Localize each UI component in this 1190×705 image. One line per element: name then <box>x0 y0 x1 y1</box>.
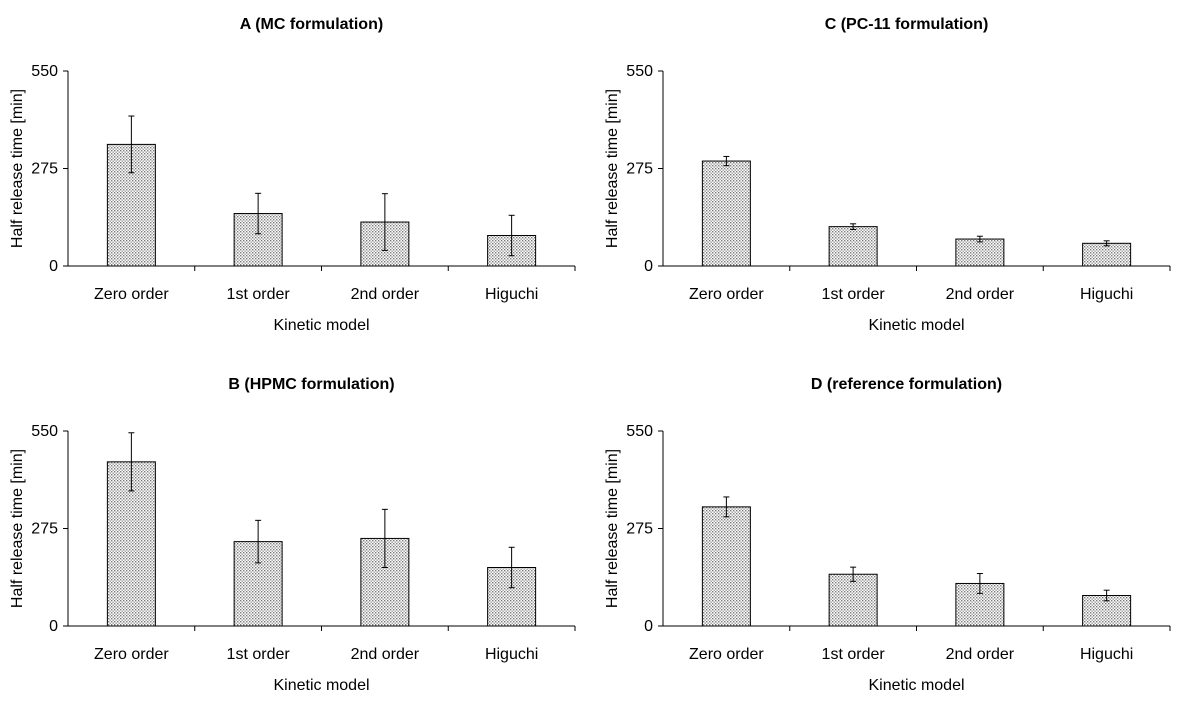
chart-b-category-label: 1st order <box>227 646 291 663</box>
chart-a-error-bar <box>255 192 262 235</box>
chart-a-category-label: Higuchi <box>485 286 538 303</box>
chart-c-ylabel: Half release time [min] <box>604 89 621 248</box>
chart-d-category-label: Zero order <box>689 646 764 663</box>
chart-panel-a: A (MC formulation) Half release time [min… <box>0 0 595 345</box>
chart-a-category-label: Zero order <box>94 286 169 303</box>
chart-d-bar <box>701 506 751 627</box>
chart-c-category-label: Higuchi <box>1080 286 1133 303</box>
chart-c-bar <box>955 238 1005 267</box>
chart-b-xlabel: Kinetic model <box>273 677 369 691</box>
chart-c-bar <box>1082 242 1132 267</box>
chart-a-xlabel: Kinetic model <box>273 317 369 334</box>
chart-a-ytick-label: 550 <box>31 63 58 80</box>
chart-a-error-bar <box>128 115 135 174</box>
chart-a-title: A (MC formulation) <box>240 16 383 33</box>
chart-c-svg: C (PC-11 formulation) Half release time [… <box>604 16 1171 334</box>
chart-d-ytick-label: 550 <box>626 423 653 440</box>
chart-b-ytick-label: 275 <box>31 521 58 538</box>
chart-d-bar <box>828 573 878 627</box>
chart-b-svg: B (HPMC formulation) Half release time [m… <box>9 376 576 691</box>
chart-c-bar <box>701 160 751 267</box>
chart-b-error-bar <box>508 546 515 589</box>
chart-d-svg: D (reference formulation) Half release ti… <box>604 376 1171 691</box>
chart-b-title: B (HPMC formulation) <box>228 376 394 393</box>
chart-d-error-bar <box>1103 589 1110 602</box>
chart-c-xlabel: Kinetic model <box>868 317 964 334</box>
chart-d-ytick-label: 0 <box>644 618 653 635</box>
chart-c-category-label: 1st order <box>822 286 886 303</box>
chart-b-error-bar <box>128 432 135 492</box>
chart-c-ytick-label: 0 <box>644 258 653 275</box>
chart-b-error-bar <box>255 519 262 564</box>
chart-a-error-bar <box>381 193 388 251</box>
chart-b-category-label: Higuchi <box>485 646 538 663</box>
chart-a-category-label: 2nd order <box>351 286 420 303</box>
chart-d-xlabel: Kinetic model <box>868 677 964 691</box>
chart-b-category-label: Zero order <box>94 646 169 663</box>
chart-c-error-bar <box>976 235 983 243</box>
chart-d-ytick-label: 275 <box>626 521 653 538</box>
chart-d-category-label: 2nd order <box>946 646 1015 663</box>
chart-b-category-label: 2nd order <box>351 646 420 663</box>
chart-a-ytick-label: 0 <box>49 258 58 275</box>
chart-b-error-bar <box>381 508 388 568</box>
chart-a-error-bar <box>508 214 515 257</box>
chart-c-error-bar <box>723 155 730 167</box>
chart-d-title: D (reference formulation) <box>811 376 1002 393</box>
chart-b-ylabel: Half release time [min] <box>9 449 26 608</box>
chart-c-error-bar <box>850 223 857 230</box>
chart-c-error-bar <box>1103 240 1110 247</box>
chart-d-category-label: Higuchi <box>1080 646 1133 663</box>
chart-panel-b: B (HPMC formulation) Half release time [m… <box>0 360 595 705</box>
chart-a-category-label: 1st order <box>227 286 291 303</box>
chart-a-ylabel: Half release time [min] <box>9 89 26 248</box>
chart-panel-d: D (reference formulation) Half release ti… <box>595 360 1190 705</box>
chart-d-ylabel: Half release time [min] <box>604 449 621 608</box>
chart-d-category-label: 1st order <box>822 646 886 663</box>
chart-c-ytick-label: 275 <box>626 161 653 178</box>
chart-d-error-bar <box>976 573 983 594</box>
chart-c-category-label: Zero order <box>689 286 764 303</box>
chart-c-category-label: 2nd order <box>946 286 1015 303</box>
chart-c-title: C (PC-11 formulation) <box>825 16 989 33</box>
chart-c-bar <box>828 226 878 267</box>
chart-d-error-bar <box>850 566 857 582</box>
chart-b-ytick-label: 550 <box>31 423 58 440</box>
chart-c-ytick-label: 550 <box>626 63 653 80</box>
chart-b-ytick-label: 0 <box>49 618 58 635</box>
chart-d-error-bar <box>723 496 730 518</box>
chart-a-ytick-label: 275 <box>31 161 58 178</box>
chart-a-svg: A (MC formulation) Half release time [min… <box>9 16 576 334</box>
chart-panel-c: C (PC-11 formulation) Half release time [… <box>595 0 1190 345</box>
